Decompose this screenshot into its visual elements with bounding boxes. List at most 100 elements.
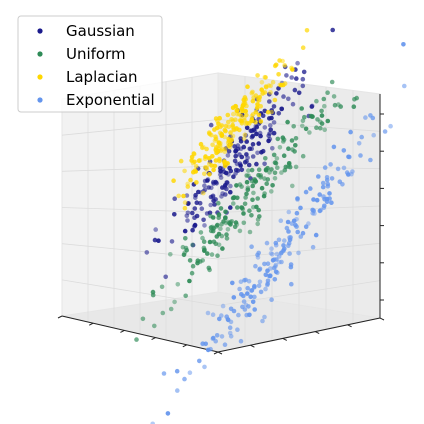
data-point <box>248 294 253 300</box>
data-point <box>201 144 206 150</box>
data-point <box>175 388 180 393</box>
data-point <box>340 182 345 187</box>
data-point <box>172 212 177 217</box>
data-point <box>256 283 262 289</box>
data-point <box>281 243 286 248</box>
data-point <box>270 258 276 263</box>
data-point <box>329 79 335 85</box>
data-point <box>228 183 233 189</box>
data-point <box>219 313 224 318</box>
data-point <box>223 215 228 221</box>
data-point <box>282 81 288 86</box>
data-point <box>295 60 300 66</box>
data-point <box>291 218 297 224</box>
data-point <box>275 270 280 276</box>
data-point <box>294 224 299 229</box>
data-point <box>277 145 283 150</box>
data-point <box>210 193 216 199</box>
data-point <box>243 195 248 200</box>
data-point <box>330 27 336 33</box>
data-point <box>304 28 310 33</box>
data-point <box>199 206 205 211</box>
data-point <box>310 244 316 250</box>
data-point <box>401 42 406 47</box>
legend: Gaussian Uniform Laplacian Exponential <box>17 15 163 113</box>
data-point <box>270 146 275 151</box>
data-point <box>190 242 195 248</box>
data-point <box>285 219 291 225</box>
data-point <box>308 186 313 191</box>
data-point <box>232 158 238 164</box>
data-point <box>259 150 264 155</box>
data-point <box>209 252 215 257</box>
data-point <box>281 248 286 253</box>
data-point <box>189 270 195 276</box>
data-point <box>181 252 187 258</box>
data-point <box>263 84 269 90</box>
data-point <box>249 117 255 122</box>
data-point <box>247 312 252 318</box>
data-point <box>219 334 225 339</box>
data-point <box>218 169 223 174</box>
data-point <box>263 272 269 278</box>
data-point <box>238 136 243 141</box>
series-exponential <box>150 42 407 424</box>
data-point <box>264 240 270 246</box>
data-point <box>247 146 253 152</box>
data-point <box>239 121 245 126</box>
data-point <box>254 161 259 167</box>
scatter-points <box>134 27 407 424</box>
data-point <box>180 244 186 250</box>
data-point <box>250 197 255 203</box>
data-point <box>284 225 290 231</box>
data-point <box>229 137 234 143</box>
data-point <box>245 285 250 291</box>
data-point <box>150 292 156 298</box>
data-point <box>222 149 228 155</box>
data-point <box>194 200 200 205</box>
data-point <box>321 194 326 199</box>
data-point <box>178 158 184 164</box>
data-point <box>238 163 243 168</box>
data-point <box>225 180 230 185</box>
data-point <box>187 370 193 376</box>
data-point <box>216 215 221 220</box>
data-point <box>197 200 203 206</box>
data-point <box>184 193 190 198</box>
data-point <box>256 112 262 118</box>
data-point <box>187 258 193 263</box>
data-point <box>231 174 236 179</box>
data-point <box>286 161 292 166</box>
data-point <box>309 114 315 119</box>
data-point <box>255 102 260 107</box>
data-point <box>284 73 289 78</box>
data-point <box>298 234 304 239</box>
data-point <box>210 228 216 234</box>
data-point <box>134 337 139 342</box>
data-point <box>239 205 245 211</box>
data-point <box>329 176 335 181</box>
data-point <box>241 299 247 304</box>
data-point <box>299 106 305 111</box>
data-point <box>252 294 257 300</box>
data-point <box>314 125 319 130</box>
legend-label: Uniform <box>66 45 126 63</box>
data-point <box>216 242 222 248</box>
data-point <box>245 155 250 161</box>
data-point <box>293 136 299 141</box>
data-point <box>233 117 238 122</box>
data-point <box>263 168 269 173</box>
data-point <box>300 83 306 89</box>
data-point <box>322 165 328 170</box>
data-point <box>281 153 287 158</box>
data-point <box>267 136 273 142</box>
data-point <box>274 156 280 161</box>
data-point <box>276 86 281 91</box>
data-point <box>272 277 278 282</box>
data-point <box>288 264 294 270</box>
data-point <box>228 334 234 339</box>
data-point <box>279 106 285 112</box>
data-point <box>319 108 324 114</box>
data-point <box>269 246 274 251</box>
data-point <box>230 122 235 128</box>
